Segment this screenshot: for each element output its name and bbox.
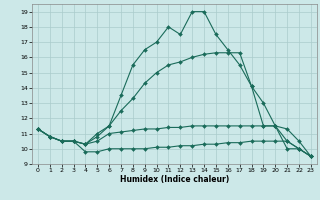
X-axis label: Humidex (Indice chaleur): Humidex (Indice chaleur) <box>120 175 229 184</box>
